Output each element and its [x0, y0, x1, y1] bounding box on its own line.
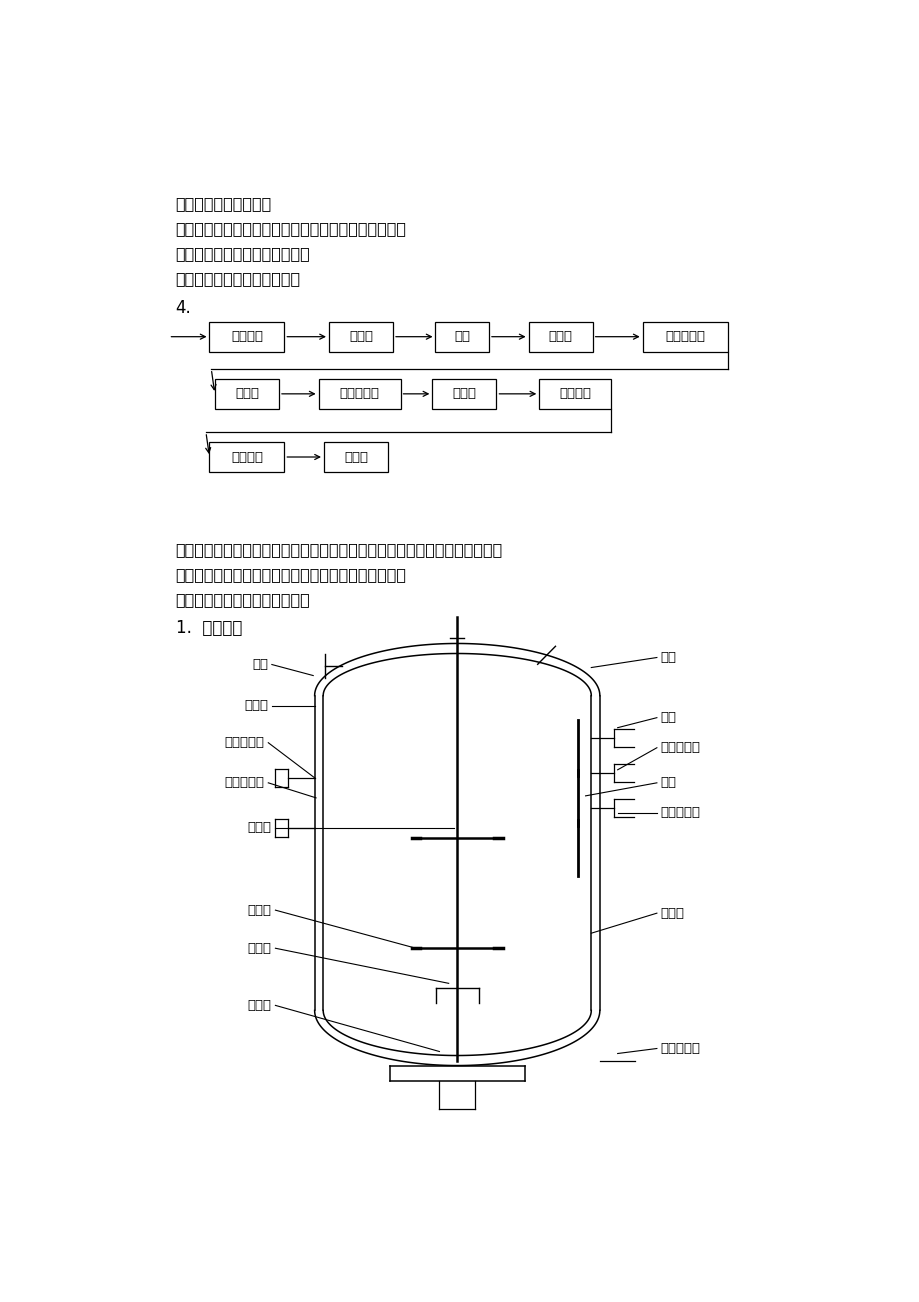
Text: 压力表接口: 压力表接口	[660, 741, 699, 754]
Text: 维持罐：保温，延长灭菌时间；: 维持罐：保温，延长灭菌时间；	[176, 246, 310, 262]
Text: 发酵罐: 发酵罐	[344, 450, 368, 464]
Text: 搅拌轴: 搅拌轴	[247, 822, 272, 835]
Text: 加热器: 加热器	[452, 387, 476, 400]
Bar	[318, 379, 400, 409]
Text: 储罐: 储罐	[454, 331, 470, 344]
Text: 挡板: 挡板	[660, 776, 675, 789]
Text: 热电偶接口: 热电偶接口	[660, 806, 699, 819]
Bar	[528, 322, 592, 352]
Text: 冷却水进口: 冷却水进口	[660, 1042, 699, 1055]
Text: 连消塔：蒸汽与待灭菌培养基混合，加热至灭菌温度；: 连消塔：蒸汽与待灭菌培养基混合，加热至灭菌温度；	[176, 221, 406, 237]
Text: 总过滤器: 总过滤器	[558, 387, 590, 400]
Text: 温度计接口: 温度计接口	[224, 776, 265, 789]
Text: 粗过滤器: 粗过滤器	[231, 331, 263, 344]
Text: 丝网分离器: 丝网分离器	[339, 387, 380, 400]
Bar	[435, 322, 488, 352]
Bar	[329, 322, 392, 352]
Text: 储罐稳定空气压强，消除空气脉动；保温，部分杀菌。: 储罐稳定空气压强，消除空气脉动；保温，部分杀菌。	[176, 568, 406, 582]
Bar	[210, 441, 284, 473]
Text: 手孔: 手孔	[660, 651, 675, 664]
Text: 压缩机对空气进行压缩，克服压缩空气输送过程的阻力和液柱高度的静压力。: 压缩机对空气进行压缩，克服压缩空气输送过程的阻力和液柱高度的静压力。	[176, 542, 503, 557]
Text: 1.  见下图。: 1. 见下图。	[176, 620, 242, 638]
Bar	[641, 322, 728, 352]
Bar	[215, 379, 278, 409]
Text: 窥镜: 窥镜	[252, 658, 268, 671]
Text: 分过滤器: 分过滤器	[231, 450, 263, 464]
Text: 喷淋冷却：降低培养基温度。: 喷淋冷却：降低培养基温度。	[176, 272, 301, 286]
Text: 取样口: 取样口	[244, 699, 268, 712]
Text: 冷却器: 冷却器	[234, 387, 258, 400]
Text: 配料罐：混合并预热；: 配料罐：混合并预热；	[176, 197, 271, 211]
Bar	[539, 379, 610, 409]
Bar	[432, 379, 496, 409]
Text: 通风管: 通风管	[660, 906, 684, 919]
Bar	[323, 441, 388, 473]
Text: 加热器：降低空气的相对湿度。: 加热器：降低空气的相对湿度。	[176, 592, 310, 607]
Text: 冷却器: 冷却器	[548, 331, 572, 344]
Text: 4.: 4.	[176, 298, 191, 316]
Text: 空压机: 空压机	[348, 331, 372, 344]
Text: 冷却水出口: 冷却水出口	[224, 736, 265, 749]
Text: 夹套: 夹套	[660, 711, 675, 724]
Text: 搅拌器: 搅拌器	[247, 904, 272, 917]
Text: 旋风分离器: 旋风分离器	[664, 331, 705, 344]
Bar	[210, 322, 284, 352]
Text: 底轴承: 底轴承	[247, 941, 272, 954]
Text: 放料口: 放料口	[247, 999, 272, 1012]
